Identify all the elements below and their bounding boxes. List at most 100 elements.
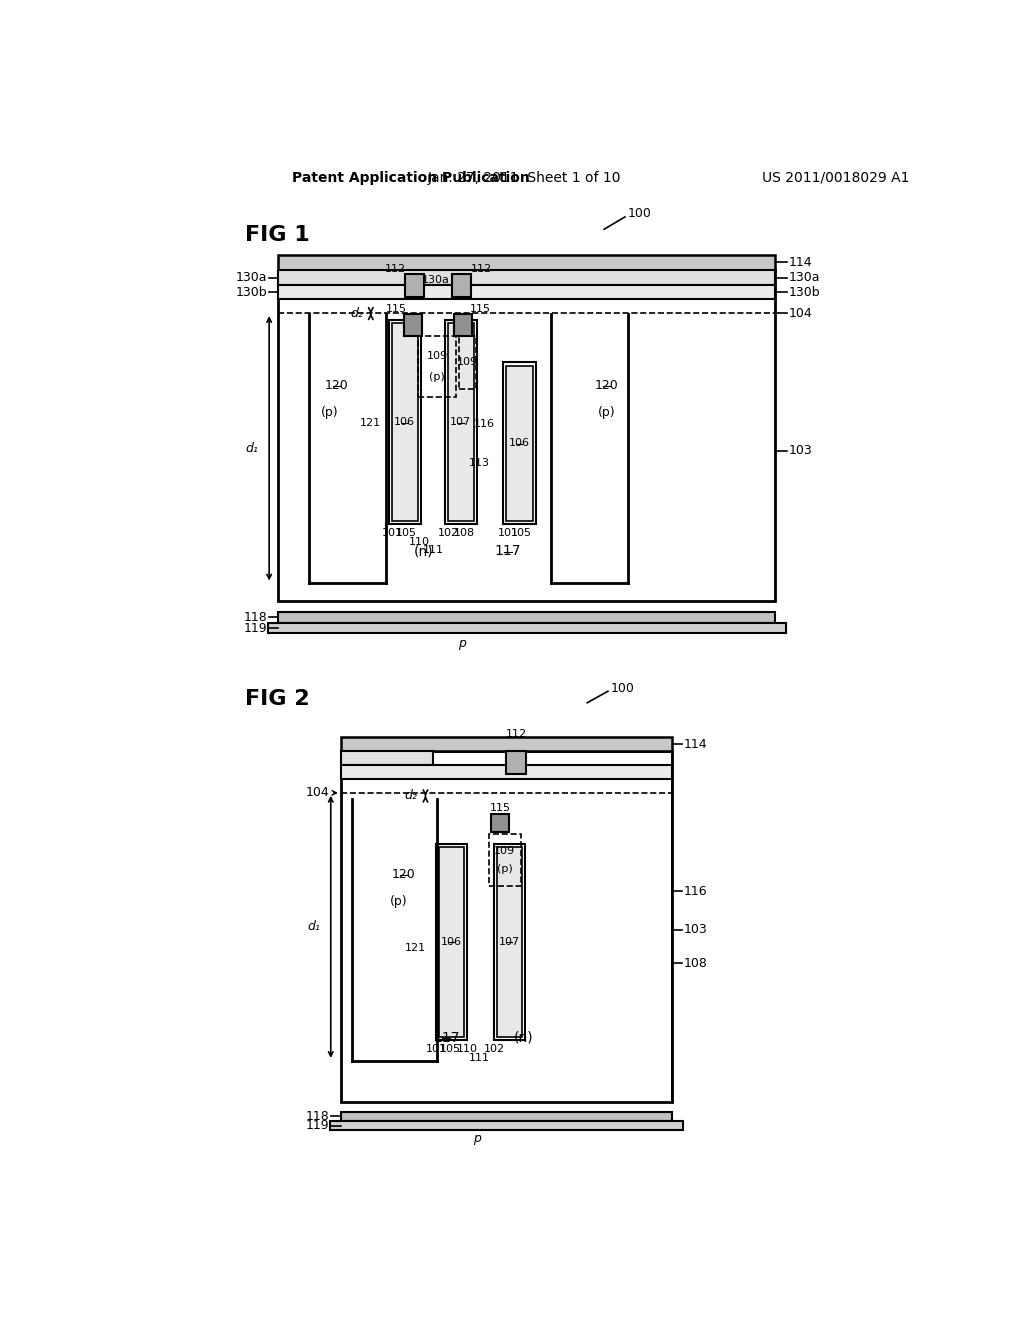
Text: 106: 106 [441,937,462,946]
Bar [418,335,457,397]
Text: 114: 114 [683,738,707,751]
Bar [503,363,536,524]
Bar [330,1121,683,1130]
Bar [506,751,526,775]
Text: 113: 113 [469,458,489,467]
Text: (n): (n) [513,1031,534,1044]
Text: Jan. 27, 2011  Sheet 1 of 10: Jan. 27, 2011 Sheet 1 of 10 [428,170,622,185]
Bar [388,321,421,524]
Text: 105: 105 [439,1044,461,1055]
Bar [403,314,422,335]
Text: 104: 104 [788,306,813,319]
Text: 114: 114 [788,256,812,269]
Text: d₁: d₁ [246,442,258,455]
Text: 107: 107 [499,937,520,946]
Text: US 2011/0018029 A1: US 2011/0018029 A1 [762,170,909,185]
Bar [453,275,471,297]
Text: 130a: 130a [237,271,267,284]
Text: 106: 106 [509,438,529,449]
Text: 101: 101 [498,528,518,539]
Bar [279,255,775,271]
Text: 103: 103 [788,445,813,458]
Text: 101: 101 [382,528,402,539]
Text: 110: 110 [409,537,430,546]
Text: 111: 111 [469,1053,489,1063]
Text: 104: 104 [305,787,330,800]
Bar [279,285,775,300]
Text: 106: 106 [394,417,415,428]
Text: 119: 119 [305,1119,330,1133]
Text: 118: 118 [305,1110,330,1123]
Text: FIG 1: FIG 1 [245,226,309,246]
Bar [406,275,424,297]
Text: 108: 108 [683,957,708,970]
Text: 117: 117 [495,544,521,558]
Text: 130b: 130b [236,286,267,298]
Text: 130a: 130a [788,271,820,284]
Text: 130b: 130b [788,286,820,298]
Bar [497,847,521,1038]
Text: d₂: d₂ [404,789,418,803]
Text: 102: 102 [483,1044,505,1055]
Text: 110: 110 [458,1044,478,1055]
Text: 120: 120 [595,379,618,392]
Text: 109: 109 [495,846,515,855]
Text: FIG 2: FIG 2 [245,689,309,709]
Bar [341,1111,672,1121]
Text: 108: 108 [454,528,474,539]
Bar [447,323,474,521]
Text: 115: 115 [386,304,407,314]
Text: 117: 117 [433,1031,460,1044]
Bar [490,813,509,832]
Text: 109: 109 [458,358,478,367]
Text: d₂: d₂ [350,308,364,319]
Text: 101: 101 [426,1044,446,1055]
Bar [488,834,521,886]
Text: 120: 120 [325,379,349,392]
Text: 103: 103 [683,924,708,936]
Bar [279,271,775,601]
Text: 112: 112 [470,264,492,275]
Text: 100: 100 [610,681,634,694]
Bar [341,738,672,751]
Text: 107: 107 [451,417,471,428]
Text: 115: 115 [489,804,511,813]
Text: 119: 119 [244,622,267,635]
Bar [506,366,532,521]
Bar [460,335,476,389]
Bar [279,271,775,285]
Bar [341,766,672,779]
Text: 118: 118 [244,611,267,624]
Text: 105: 105 [511,528,532,539]
Text: 130a: 130a [422,275,451,285]
Text: 109: 109 [426,351,447,360]
Bar [279,612,775,623]
Text: Patent Application Publication: Patent Application Publication [292,170,530,185]
Text: (p): (p) [497,863,513,874]
Bar [341,751,433,766]
Bar [341,751,672,1102]
Text: 105: 105 [395,528,417,539]
Text: d₁: d₁ [307,920,319,933]
Text: (p): (p) [321,407,338,418]
Text: p: p [473,1133,481,1146]
Text: 116: 116 [474,418,495,429]
Text: 115: 115 [470,304,490,314]
Text: 121: 121 [359,417,381,428]
Text: (p): (p) [598,407,615,418]
Bar [436,843,467,1040]
Bar [439,847,464,1038]
Bar [494,843,524,1040]
Text: p: p [458,638,466,649]
Text: (p): (p) [390,895,408,908]
Text: 121: 121 [406,942,426,953]
Text: (n): (n) [414,544,433,558]
Bar [391,323,418,521]
Text: 102: 102 [438,528,459,539]
Bar [267,623,785,634]
Text: 120: 120 [392,869,416,880]
Text: (p): (p) [429,372,444,381]
Text: 112: 112 [385,264,406,275]
Bar [444,321,477,524]
Text: 116: 116 [683,884,707,898]
